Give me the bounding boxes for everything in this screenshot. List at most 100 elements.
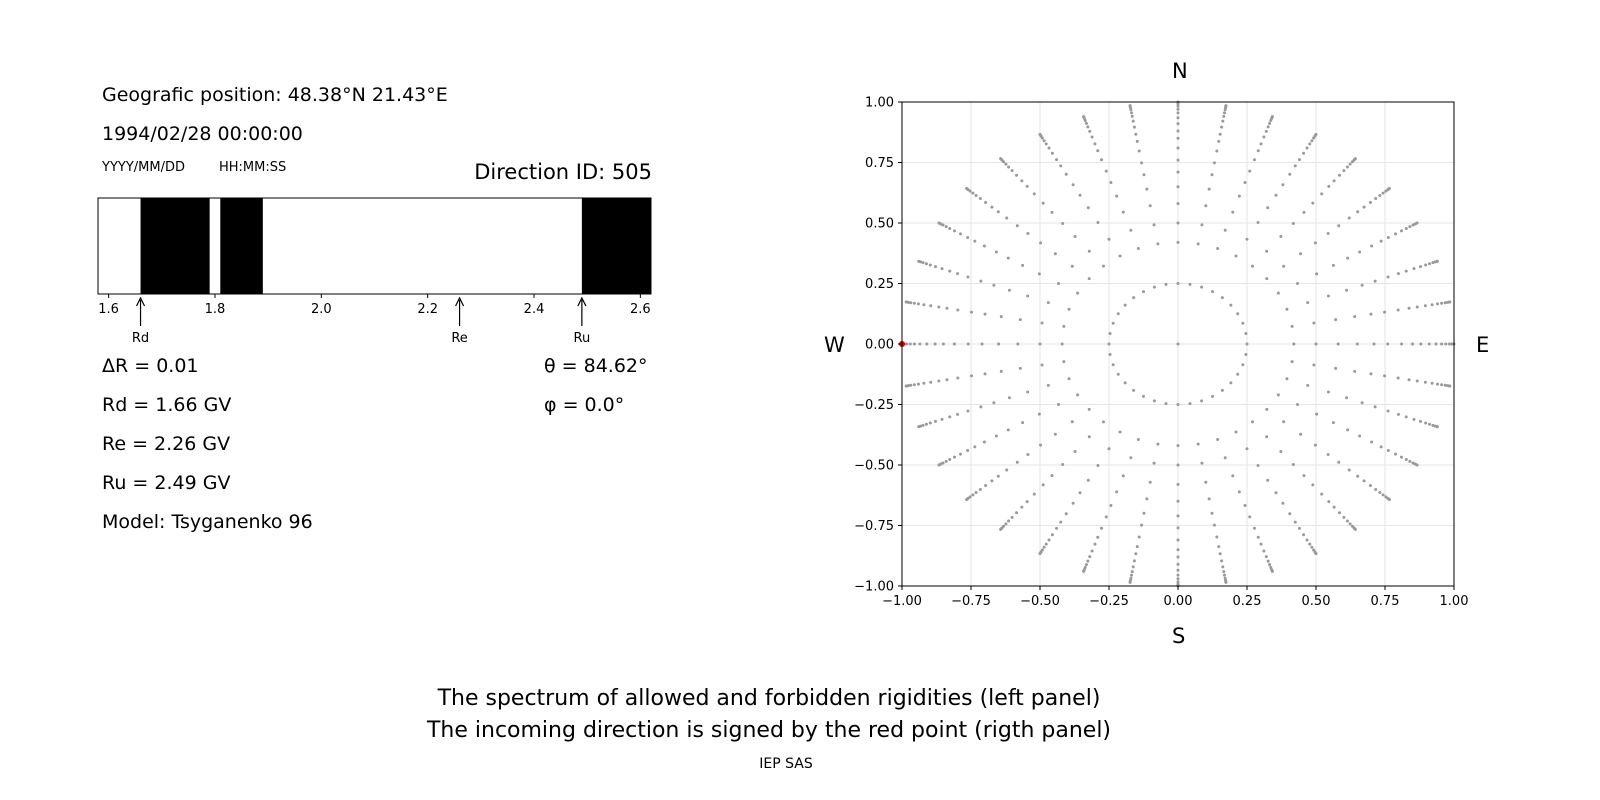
direction-point	[1326, 294, 1330, 298]
direction-point	[1176, 146, 1180, 150]
direction-point	[1314, 552, 1318, 556]
direction-point	[1222, 570, 1226, 574]
direction-point	[1204, 204, 1208, 208]
direction-point	[1245, 237, 1249, 241]
direction-point	[1044, 142, 1048, 146]
direction-point	[1297, 158, 1301, 162]
direction-point	[966, 409, 970, 413]
x-tick-label: −0.25	[1089, 594, 1129, 609]
direction-point	[1305, 146, 1309, 150]
direction-point	[1042, 545, 1046, 549]
direction-point	[1032, 192, 1036, 196]
direction-point	[1073, 450, 1077, 454]
delta-r-value: ΔR = 0.01	[102, 355, 199, 377]
direction-point	[909, 383, 913, 387]
direction-point	[1129, 456, 1133, 460]
direction-point	[1055, 158, 1059, 162]
direction-point	[1291, 462, 1295, 466]
direction-point	[1336, 342, 1340, 346]
direction-point	[966, 342, 970, 346]
direction-point	[1215, 149, 1219, 153]
model-name: Model: Tsyganenko 96	[102, 511, 313, 533]
direction-point	[1386, 409, 1390, 413]
marker-arrow-head	[136, 296, 146, 307]
direction-point	[1394, 232, 1398, 236]
direction-point	[1123, 381, 1127, 385]
direction-point	[1128, 580, 1132, 584]
direction-point	[1217, 545, 1221, 549]
direction-point	[1370, 440, 1374, 444]
direction-point	[1281, 501, 1285, 505]
direction-point	[1145, 497, 1149, 501]
direction-point	[1200, 399, 1204, 403]
direction-point	[996, 474, 1000, 478]
direction-point	[1345, 519, 1349, 523]
direction-point	[944, 225, 948, 229]
x-tick-label: 2.2	[417, 302, 438, 317]
y-tick-label: 0.75	[865, 156, 894, 171]
direction-point	[1104, 515, 1108, 519]
direction-point	[1381, 493, 1385, 497]
direction-point	[1265, 277, 1269, 281]
direction-point	[1326, 452, 1330, 456]
direction-point	[1448, 384, 1452, 388]
direction-point	[1315, 272, 1319, 276]
direction-point	[1358, 250, 1362, 254]
direction-point	[1302, 210, 1306, 214]
direction-point	[992, 283, 996, 287]
direction-point	[971, 191, 975, 195]
x-tick-label: 2.4	[524, 302, 545, 317]
direction-point	[1118, 430, 1122, 434]
direction-point	[994, 434, 998, 438]
direction-point	[1210, 511, 1214, 515]
x-tick-label: 0.00	[1164, 594, 1193, 609]
direction-point	[1076, 291, 1080, 295]
direction-point	[1084, 563, 1088, 567]
direction-point	[1093, 542, 1097, 546]
direction-point	[1345, 396, 1349, 400]
direction-point	[928, 421, 932, 425]
direction-point	[1086, 206, 1090, 210]
direction-point	[1296, 282, 1300, 285]
direction-point	[1251, 264, 1255, 268]
direction-point	[1111, 363, 1115, 367]
direction-point	[1302, 151, 1306, 155]
direction-point	[973, 239, 977, 243]
direction-point	[1306, 301, 1310, 305]
direction-point	[905, 342, 909, 346]
direction-point	[1015, 224, 1019, 228]
direction-point	[1176, 555, 1180, 559]
direction-point	[1353, 315, 1357, 319]
forbidden-interval	[581, 198, 651, 294]
direction-point	[1018, 366, 1022, 370]
direction-point	[1109, 503, 1113, 507]
direction-point	[1394, 452, 1398, 456]
direction-point	[1248, 169, 1252, 173]
direction-point	[1050, 533, 1054, 537]
direction-point	[1215, 535, 1219, 539]
x-tick-label: 0.75	[1371, 594, 1400, 609]
direction-point	[937, 305, 941, 309]
direction-point	[929, 380, 933, 384]
direction-point	[979, 405, 983, 409]
direction-point	[1021, 421, 1025, 425]
direction-point	[928, 263, 932, 267]
direction-point	[921, 261, 925, 265]
direction-point	[1118, 254, 1122, 258]
direction-point	[1320, 192, 1324, 196]
direction-point	[948, 415, 952, 419]
direction-point	[941, 342, 945, 346]
direction-point	[1374, 487, 1378, 491]
direction-point	[1348, 522, 1352, 526]
direction-point	[1264, 555, 1268, 559]
direction-point	[1332, 179, 1336, 183]
direction-point	[1135, 139, 1139, 143]
x-tick-label: −1.00	[882, 594, 922, 609]
direction-point	[1176, 129, 1180, 133]
direction-point	[1123, 303, 1127, 307]
direction-point	[1200, 285, 1204, 289]
direction-point	[1176, 562, 1180, 566]
direction-point	[1430, 381, 1434, 385]
direction-point	[1347, 468, 1351, 472]
direction-point	[1096, 149, 1100, 153]
